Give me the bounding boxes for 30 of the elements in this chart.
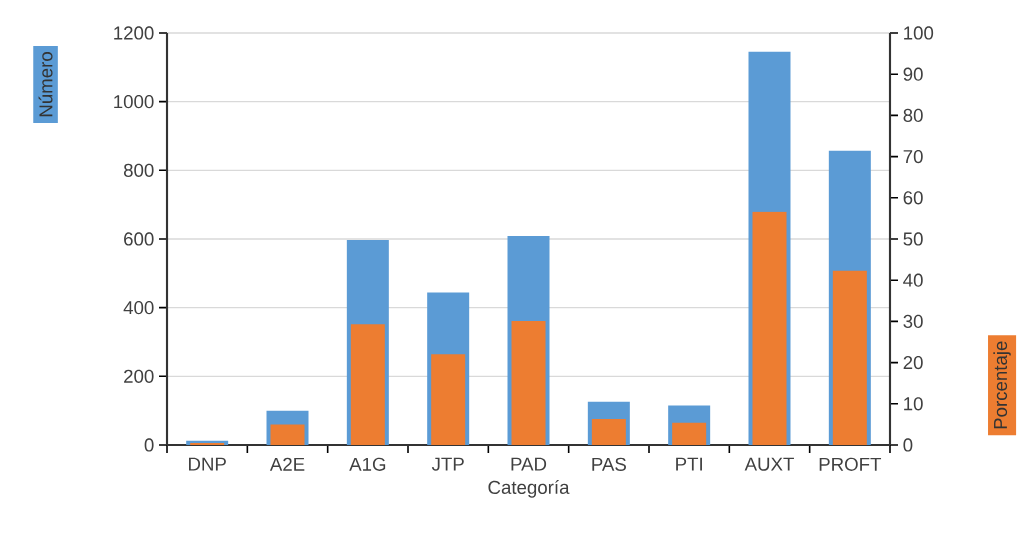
y2-tick-label: 100 [904, 26, 934, 40]
x-tick-label: PAS [592, 457, 626, 471]
y2-tick-label: 60 [903, 191, 923, 205]
y2-axis-title: Porcentaje [993, 341, 1011, 429]
y2-tick-label: 30 [903, 314, 923, 328]
y2-tick-label: 10 [904, 397, 923, 411]
y-tick-label: 1000 [114, 95, 154, 109]
y2-tick-label: 50 [903, 232, 923, 246]
x-tick-label: DNP [189, 457, 226, 471]
y2-tick-label: 40 [903, 273, 923, 287]
x-tick-label: PROFT [819, 457, 882, 471]
x-axis-title: Categoría [488, 480, 570, 498]
y2-tick-label: 20 [903, 355, 923, 370]
y-axis-title: Número [38, 52, 53, 117]
x-tick-label: AUXT [744, 457, 794, 471]
y-tick-label: 400 [123, 301, 154, 315]
y2-tick-label: 70 [903, 149, 923, 164]
x-tick-label: PTI [676, 457, 702, 471]
y2-tick-label: 90 [903, 67, 923, 81]
y2-tick-label: 80 [903, 108, 923, 122]
x-tick-label: A2E [269, 457, 305, 471]
y2-tick-label: 0 [903, 438, 913, 452]
y-tick-label: 1200 [114, 26, 154, 40]
y-tick-label: 800 [123, 163, 154, 177]
y-tick-label: 200 [124, 369, 154, 383]
x-tick-label: A1G [349, 457, 386, 471]
y-tick-label: 0 [144, 438, 154, 452]
x-tick-label: JTP [431, 457, 464, 471]
x-tick-label: PAD [511, 457, 547, 471]
y-tick-label: 600 [124, 232, 154, 246]
